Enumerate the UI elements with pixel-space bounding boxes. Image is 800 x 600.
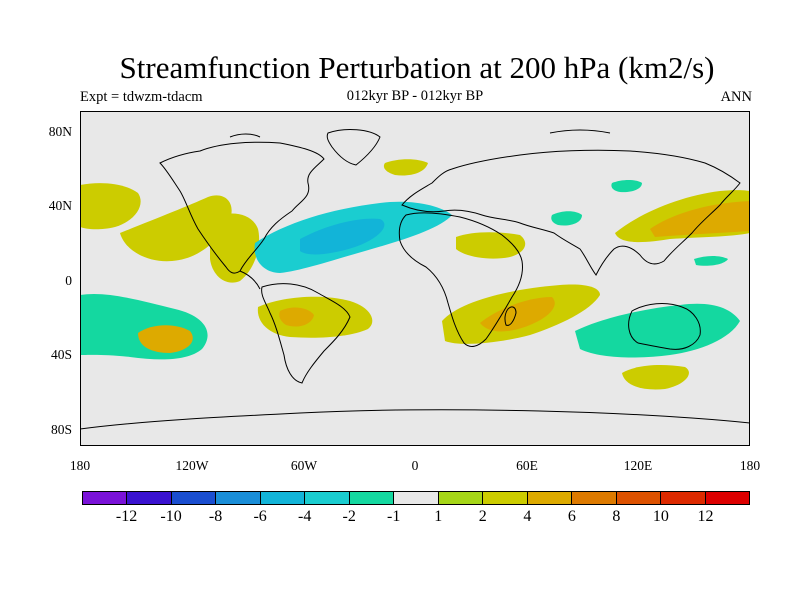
region-east-pacific-tropics: [120, 195, 232, 262]
lat-label-40s: 40S: [50, 347, 72, 362]
lat-label-80s: 80S: [50, 422, 72, 437]
region-tropical-atlantic-core: [300, 218, 385, 255]
lon-label-180w: 180: [69, 458, 91, 473]
colorbar-cell: [171, 492, 217, 504]
colorbar-tick-label: 12: [697, 508, 714, 525]
region-south-pacific-east-core: [138, 325, 193, 353]
region-central-asia-south: [551, 211, 582, 226]
colorbar-cell: [661, 492, 706, 504]
period-label: 012kyr BP - 012kyr BP: [346, 88, 484, 104]
colorbar-tick-label: -10: [160, 508, 182, 525]
region-australia: [575, 303, 740, 358]
region-north-pacific-west-core: [650, 201, 750, 237]
region-north-pacific-east: [80, 183, 141, 230]
colorbar-cell: [616, 492, 662, 504]
colorbar-cell: [394, 492, 439, 504]
colorbar-cell: [349, 492, 395, 504]
region-south-america-core: [279, 307, 314, 327]
lon-label-120w: 120W: [175, 458, 209, 473]
lon-label-180e: 180: [739, 458, 761, 473]
colorbar-tick-label: 1: [434, 508, 443, 525]
colorbar-cell: [216, 492, 261, 504]
plot-title: Streamfunction Perturbation at 200 hPa (…: [119, 50, 715, 85]
lon-label-60e: 60E: [516, 458, 538, 473]
coastlines: [80, 129, 750, 430]
colorbar-tick-label: -6: [253, 508, 267, 525]
region-south-america: [257, 296, 373, 338]
colorbar-tick-label: -4: [297, 508, 312, 525]
region-east-africa-arabia: [456, 232, 526, 259]
region-west-pacific-small: [694, 256, 728, 266]
colorbar-cell: [127, 492, 172, 504]
colorbar-tick-label: 6: [567, 508, 576, 525]
lon-label-120e: 120E: [623, 458, 653, 473]
colorbar-cell: [83, 492, 128, 504]
lon-label-60w: 60W: [290, 458, 318, 473]
colorbar-tick-label: -2: [342, 508, 356, 525]
experiment-label: Expt = tdwzm-tdacm: [80, 89, 203, 105]
colorbar: [82, 491, 750, 505]
colorbar-tick-label: 4: [523, 508, 532, 525]
lat-label-equator: 0: [65, 273, 72, 288]
colorbar-tick-label: -8: [208, 508, 223, 525]
colorbar-tick-label: -1: [387, 508, 401, 525]
region-north-atlantic-nordic: [383, 159, 428, 176]
colorbar-tick-label: 10: [652, 508, 669, 525]
region-central-asia: [611, 180, 642, 193]
colorbar-cell: [572, 492, 617, 504]
lat-label-40n: 40N: [48, 198, 72, 213]
colorbar-tick-label: 2: [478, 508, 487, 525]
colorbar-tick-label: -12: [115, 508, 138, 525]
lat-label-80n: 80N: [48, 124, 72, 139]
region-south-pacific-west-far: [80, 324, 104, 338]
colorbar-cell: [260, 492, 306, 504]
map-border: [80, 111, 750, 446]
region-madagascar-core: [480, 297, 555, 332]
lon-label-0: 0: [411, 458, 419, 473]
region-caribbean-gulf: [210, 213, 260, 283]
colorbar-cell: [483, 492, 528, 504]
region-southern-ocean-pacific: [622, 365, 689, 390]
colorbar-cell: [438, 492, 484, 504]
colorbar-cell: [305, 492, 350, 504]
colorbar-cell: [705, 492, 750, 504]
season-label: ANN: [720, 89, 752, 105]
colorbar-tick-label: 8: [612, 508, 621, 525]
colorbar-cell: [527, 492, 573, 504]
map-plot: [80, 111, 750, 446]
